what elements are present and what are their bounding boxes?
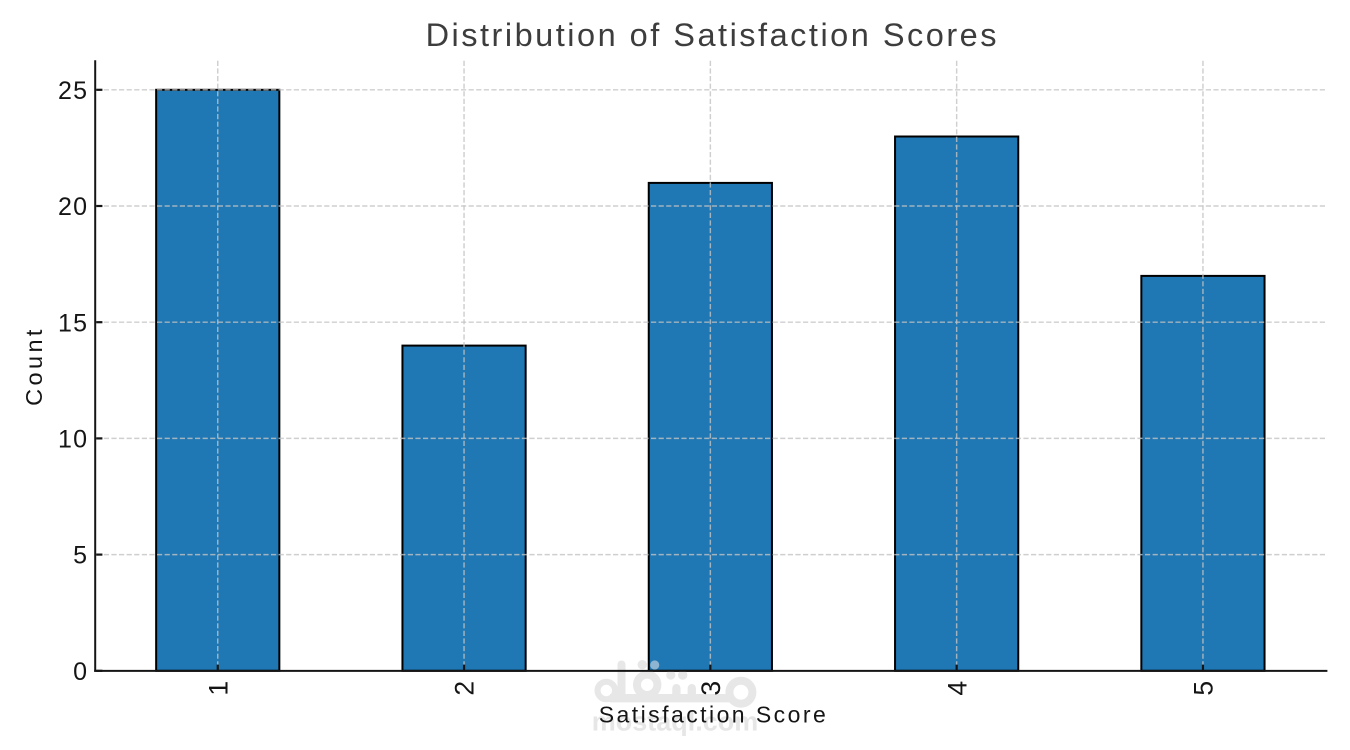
svg-text:mostaql.com: mostaql.com xyxy=(592,706,759,736)
svg-text:0: 0 xyxy=(73,658,88,686)
svg-text:20: 20 xyxy=(58,193,88,221)
svg-text:Distribution of Satisfaction S: Distribution of Satisfaction Scores xyxy=(426,17,999,53)
svg-text:4: 4 xyxy=(942,681,972,696)
svg-text:2: 2 xyxy=(450,681,480,696)
svg-text:Satisfaction Score: Satisfaction Score xyxy=(599,701,828,727)
svg-text:Count: Count xyxy=(21,326,47,406)
svg-text:5: 5 xyxy=(73,542,88,570)
svg-text:1: 1 xyxy=(203,681,233,696)
svg-text:5: 5 xyxy=(1189,681,1219,696)
svg-text:15: 15 xyxy=(58,309,88,337)
svg-text:25: 25 xyxy=(58,77,88,105)
svg-text:10: 10 xyxy=(58,426,88,454)
svg-text:3: 3 xyxy=(696,681,726,696)
